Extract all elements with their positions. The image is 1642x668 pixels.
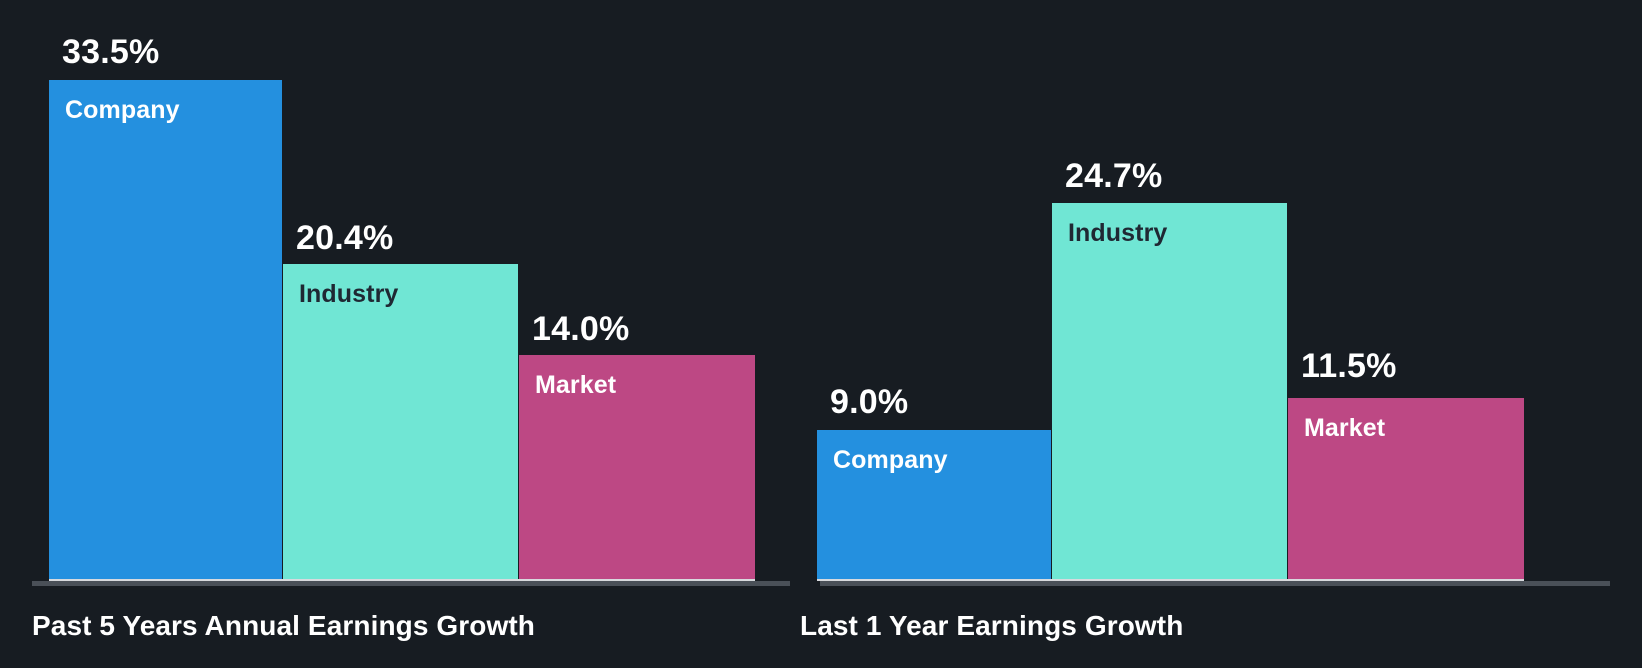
bar-fill-company: [49, 80, 282, 579]
bar-label-market: Market: [535, 371, 617, 399]
chart-panel-last-1-year: Company 9.0% Industry 24.7% Market 11.5%…: [790, 0, 1642, 668]
bar-fill-market: [519, 355, 755, 579]
axis-baseline-highlight-left: [49, 579, 755, 581]
bar-label-company: Company: [65, 96, 180, 124]
bar-value-company-past-5-years: 33.5%: [62, 33, 160, 71]
bar-fill-industry: [1052, 203, 1287, 579]
bar-value-industry-last-1-year: 24.7%: [1065, 157, 1163, 195]
bar-company-last-1-year[interactable]: Company: [817, 430, 1051, 579]
bar-fill-company: [817, 430, 1051, 579]
plot-area-past-5-years: Company 33.5% Industry 20.4% Market 14.0…: [0, 0, 790, 586]
bar-fill-market: [1288, 398, 1524, 579]
chart-panel-past-5-years: Company 33.5% Industry 20.4% Market 14.0…: [0, 0, 790, 668]
bar-market-past-5-years[interactable]: Market: [519, 355, 755, 579]
axis-baseline-left: [32, 581, 790, 586]
axis-baseline-highlight-right: [817, 579, 1524, 581]
bar-label-company: Company: [833, 446, 948, 474]
bar-label-market: Market: [1304, 414, 1386, 442]
bar-label-industry: Industry: [299, 280, 399, 308]
bar-value-market-last-1-year: 11.5%: [1301, 347, 1397, 385]
plot-area-last-1-year: Company 9.0% Industry 24.7% Market 11.5%: [790, 0, 1642, 586]
axis-baseline-right: [820, 581, 1610, 586]
chart-title-past-5-years: Past 5 Years Annual Earnings Growth: [32, 610, 535, 641]
bar-value-company-last-1-year: 9.0%: [830, 383, 909, 421]
bar-value-market-past-5-years: 14.0%: [532, 310, 630, 348]
bar-market-last-1-year[interactable]: Market: [1288, 398, 1524, 579]
bar-industry-past-5-years[interactable]: Industry: [283, 264, 518, 579]
bar-industry-last-1-year[interactable]: Industry: [1052, 203, 1287, 579]
bar-company-past-5-years[interactable]: Company: [49, 80, 282, 579]
bar-label-industry: Industry: [1068, 219, 1168, 247]
bar-fill-industry: [283, 264, 518, 579]
chart-title-last-1-year: Last 1 Year Earnings Growth: [800, 610, 1184, 641]
bar-value-industry-past-5-years: 20.4%: [296, 219, 394, 257]
